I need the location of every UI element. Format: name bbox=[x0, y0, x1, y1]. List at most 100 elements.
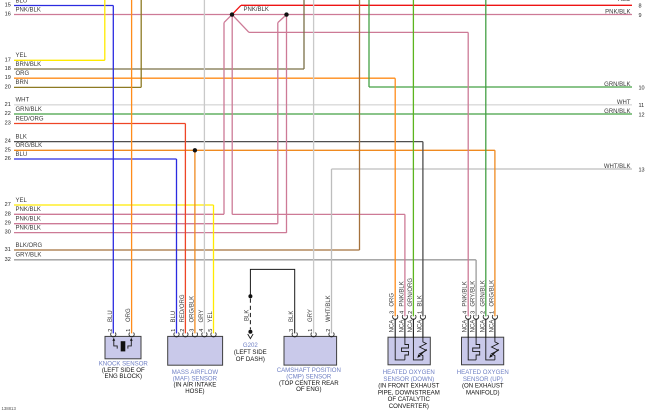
svg-text:WHT/BLK: WHT/BLK bbox=[604, 164, 631, 170]
svg-text:21: 21 bbox=[5, 102, 11, 108]
svg-text:GRY: GRY bbox=[308, 309, 314, 322]
svg-text:CONVERTER): CONVERTER) bbox=[389, 403, 429, 410]
svg-text:28: 28 bbox=[5, 211, 11, 217]
svg-text:22: 22 bbox=[5, 111, 11, 117]
svg-text:1: 1 bbox=[489, 311, 495, 314]
svg-text:BLK/ORG: BLK/ORG bbox=[16, 243, 43, 249]
svg-text:MANIFOLD): MANIFOLD) bbox=[466, 389, 500, 396]
svg-text:(ON EXHAUST: (ON EXHAUST bbox=[462, 383, 504, 390]
svg-text:YEL: YEL bbox=[16, 198, 28, 204]
svg-text:ORG/BLK: ORG/BLK bbox=[189, 296, 195, 323]
svg-text:NCA: NCA bbox=[399, 320, 405, 333]
svg-text:(IN AIR INTAKE: (IN AIR INTAKE bbox=[173, 382, 216, 389]
svg-text:4: 4 bbox=[199, 329, 205, 332]
svg-text:4: 4 bbox=[399, 311, 405, 314]
svg-text:HOSE): HOSE) bbox=[185, 388, 204, 395]
svg-text:BLU: BLU bbox=[108, 310, 114, 322]
svg-text:3: 3 bbox=[289, 329, 295, 332]
svg-text:11: 11 bbox=[639, 103, 645, 109]
svg-text:SENSOR (DOWN): SENSOR (DOWN) bbox=[383, 376, 434, 383]
svg-text:NCA: NCA bbox=[390, 320, 396, 333]
svg-text:17: 17 bbox=[5, 57, 11, 63]
svg-text:PNK/BLK: PNK/BLK bbox=[16, 217, 41, 223]
svg-text:ORG/BLK: ORG/BLK bbox=[16, 143, 43, 149]
svg-text:ORG/BLK: ORG/BLK bbox=[489, 280, 495, 307]
svg-text:WHT: WHT bbox=[16, 98, 30, 104]
svg-text:(LEFT SIDE: (LEFT SIDE bbox=[234, 349, 267, 356]
svg-text:2: 2 bbox=[480, 311, 486, 314]
svg-text:1: 1 bbox=[308, 329, 314, 332]
svg-text:GRN/ORG: GRN/ORG bbox=[408, 278, 414, 307]
svg-text:5: 5 bbox=[208, 329, 214, 332]
svg-text:OF CATALYTIC: OF CATALYTIC bbox=[388, 396, 431, 403]
svg-text:(CMP) SENSOR: (CMP) SENSOR bbox=[286, 374, 332, 381]
svg-text:9: 9 bbox=[639, 13, 642, 19]
svg-text:PNK/BLK: PNK/BLK bbox=[399, 281, 405, 306]
svg-text:PNK/BLK: PNK/BLK bbox=[16, 7, 41, 13]
svg-text:26: 26 bbox=[5, 156, 11, 162]
svg-text:RED/ORG: RED/ORG bbox=[16, 116, 44, 122]
svg-text:WHT: WHT bbox=[617, 100, 631, 106]
svg-text:ORG: ORG bbox=[16, 71, 30, 77]
svg-text:G202: G202 bbox=[243, 342, 259, 349]
svg-text:BLK: BLK bbox=[417, 295, 423, 306]
svg-text:GRY: GRY bbox=[199, 310, 205, 323]
svg-text:12: 12 bbox=[639, 112, 645, 118]
svg-text:BLU: BLU bbox=[16, 0, 28, 4]
svg-text:OF DASH): OF DASH) bbox=[236, 356, 265, 363]
svg-text:1: 1 bbox=[126, 329, 132, 332]
svg-text:29: 29 bbox=[5, 221, 11, 227]
svg-text:2: 2 bbox=[180, 329, 186, 332]
svg-text:GRY/BLK: GRY/BLK bbox=[16, 253, 42, 259]
svg-text:YEL: YEL bbox=[16, 53, 28, 59]
svg-text:15: 15 bbox=[5, 3, 11, 9]
svg-text:GRN/BLK: GRN/BLK bbox=[604, 82, 630, 88]
svg-text:ORG: ORG bbox=[126, 308, 132, 322]
svg-text:32: 32 bbox=[5, 257, 11, 263]
svg-text:GRN/BLK: GRN/BLK bbox=[480, 280, 486, 306]
svg-text:NCA: NCA bbox=[463, 320, 469, 333]
svg-text:19: 19 bbox=[5, 75, 11, 81]
svg-text:(LEFT SIDE OF: (LEFT SIDE OF bbox=[102, 367, 145, 374]
svg-text:2: 2 bbox=[326, 329, 332, 332]
svg-text:13: 13 bbox=[639, 167, 645, 173]
svg-text:3: 3 bbox=[471, 311, 477, 314]
svg-text:2: 2 bbox=[408, 311, 414, 314]
svg-text:25: 25 bbox=[5, 147, 11, 153]
svg-text:20: 20 bbox=[5, 84, 11, 90]
svg-text:HEATED OXYGEN: HEATED OXYGEN bbox=[457, 369, 509, 376]
svg-text:NCA: NCA bbox=[489, 320, 495, 333]
svg-text:2: 2 bbox=[108, 329, 114, 332]
svg-text:BLK: BLK bbox=[16, 134, 27, 140]
svg-text:27: 27 bbox=[5, 202, 11, 208]
svg-text:KNOCK SENSOR: KNOCK SENSOR bbox=[99, 361, 149, 368]
svg-text:OF ENG): OF ENG) bbox=[296, 386, 321, 393]
svg-text:(IN FRONT EXHAUST: (IN FRONT EXHAUST bbox=[378, 383, 439, 390]
svg-text:1: 1 bbox=[171, 329, 177, 332]
svg-text:NCA: NCA bbox=[471, 320, 477, 333]
svg-text:1: 1 bbox=[417, 311, 423, 314]
svg-text:MASS AIRFLOW: MASS AIRFLOW bbox=[172, 369, 219, 376]
svg-text:PNK/BLK: PNK/BLK bbox=[463, 281, 469, 306]
svg-text:23: 23 bbox=[5, 121, 11, 127]
svg-text:ENG BLOCK): ENG BLOCK) bbox=[105, 373, 143, 380]
svg-text:PIPE, DOWNSTREAM: PIPE, DOWNSTREAM bbox=[378, 389, 440, 396]
svg-text:NCA: NCA bbox=[408, 320, 414, 333]
svg-text:16: 16 bbox=[5, 12, 11, 18]
svg-text:BLK: BLK bbox=[289, 311, 295, 322]
svg-text:PNK/BLK: PNK/BLK bbox=[605, 10, 630, 16]
svg-text:RED/ORG: RED/ORG bbox=[180, 294, 186, 322]
svg-text:GRN/BLK: GRN/BLK bbox=[604, 109, 630, 115]
svg-text:BLU: BLU bbox=[16, 152, 28, 158]
svg-text:SENSOR (UP): SENSOR (UP) bbox=[463, 376, 503, 383]
svg-text:NCA: NCA bbox=[417, 320, 423, 333]
svg-text:ORG: ORG bbox=[390, 293, 396, 307]
svg-text:10: 10 bbox=[639, 85, 645, 91]
svg-text:PNK/BLK: PNK/BLK bbox=[244, 7, 269, 13]
svg-text:BRN: BRN bbox=[16, 80, 29, 86]
svg-text:4: 4 bbox=[463, 311, 469, 314]
svg-text:GRN/BLK: GRN/BLK bbox=[16, 107, 42, 113]
svg-text:BLK: BLK bbox=[245, 310, 251, 321]
svg-text:WHT/BLK: WHT/BLK bbox=[326, 295, 332, 322]
svg-text:BRN/BLK: BRN/BLK bbox=[16, 62, 42, 68]
